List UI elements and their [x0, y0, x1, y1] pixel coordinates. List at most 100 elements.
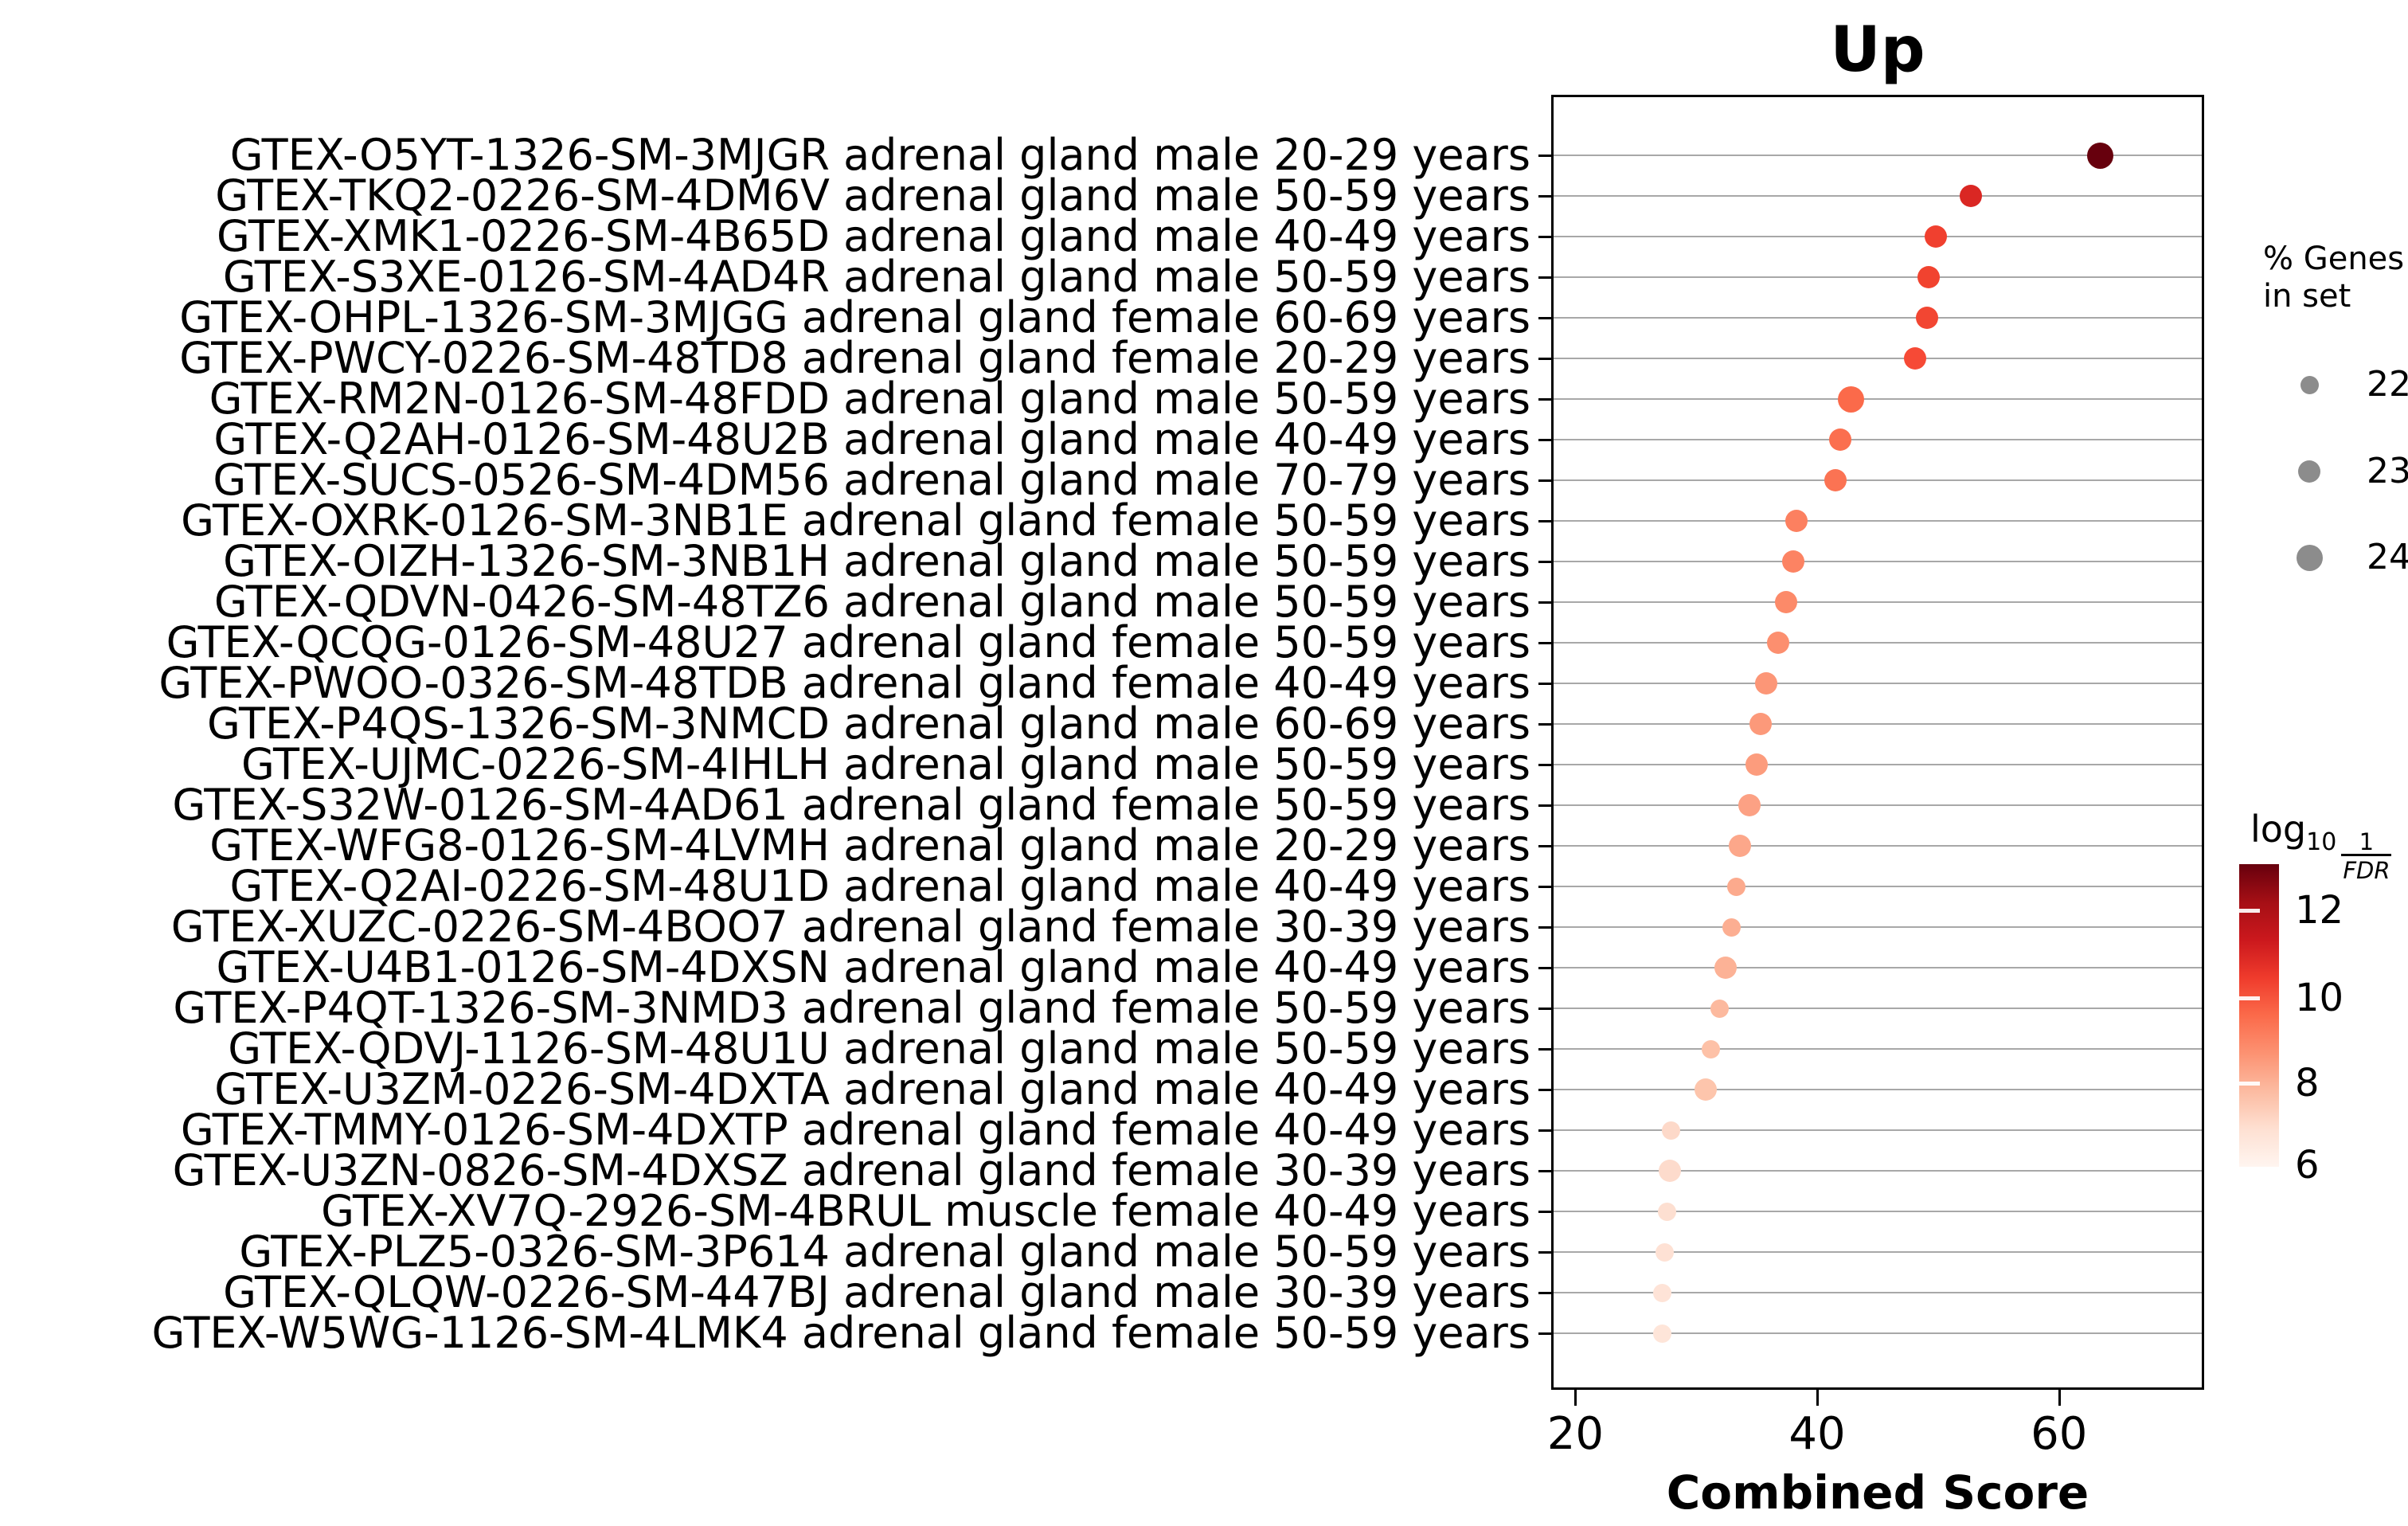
data-point-dot	[1738, 794, 1761, 816]
data-point-dot	[1824, 469, 1847, 491]
y-tick-label: GTEX-U3ZM-0226-SM-4DXTA adrenal gland ma…	[214, 1064, 1530, 1114]
x-tick-label: 20	[1546, 1408, 1604, 1460]
data-point-dot	[1838, 385, 1865, 413]
y-tick-mark	[1538, 1048, 1551, 1051]
gridline	[1554, 764, 2202, 765]
colorbar-tick-dash	[2239, 1082, 2260, 1086]
y-tick-label: GTEX-QCQG-0126-SM-48U27 adrenal gland fe…	[166, 617, 1530, 667]
y-tick-mark	[1538, 723, 1551, 726]
data-point-dot	[1710, 999, 1729, 1018]
x-tick-label: 60	[2031, 1408, 2088, 1460]
data-point-dot	[1904, 347, 1927, 370]
data-point-dot	[1767, 632, 1790, 654]
gridline	[1554, 723, 2202, 725]
y-tick-mark	[1538, 155, 1551, 157]
y-tick-mark	[1538, 276, 1551, 279]
colorbar-label-numerator: 1	[2359, 828, 2375, 855]
size-legend-value: 23	[2367, 451, 2408, 491]
y-tick-label: GTEX-O5YT-1326-SM-3MJGR adrenal gland ma…	[229, 130, 1530, 180]
data-point-dot	[1653, 1324, 1672, 1343]
y-axis-labels: GTEX-O5YT-1326-SM-3MJGR adrenal gland ma…	[0, 95, 1530, 1390]
x-tick-mark	[1574, 1390, 1577, 1406]
y-tick-label: GTEX-U4B1-0126-SM-4DXSN adrenal gland ma…	[216, 942, 1530, 992]
y-tick-label: GTEX-P4QS-1326-SM-3NMCD adrenal gland ma…	[207, 698, 1530, 749]
gridline	[1554, 926, 2202, 928]
y-tick-mark	[1538, 236, 1551, 238]
y-tick-label: GTEX-RM2N-0126-SM-48FDD adrenal gland ma…	[209, 374, 1530, 424]
gridline	[1554, 804, 2202, 806]
y-tick-mark	[1538, 926, 1551, 929]
y-tick-mark	[1538, 1211, 1551, 1213]
colorbar-tick-label: 12	[2295, 888, 2344, 933]
y-tick-label: GTEX-PWOO-0326-SM-48TDB adrenal gland fe…	[158, 658, 1530, 708]
y-tick-label: GTEX-UJMC-0226-SM-4IHLH adrenal gland ma…	[241, 739, 1530, 789]
gridline	[1554, 601, 2202, 603]
y-tick-mark	[1538, 1129, 1551, 1132]
data-point-dot	[1722, 918, 1741, 937]
y-tick-mark	[1538, 195, 1551, 198]
plot-box	[1551, 95, 2204, 1390]
y-tick-mark	[1538, 764, 1551, 766]
y-tick-label: GTEX-SUCS-0526-SM-4DM56 adrenal gland ma…	[213, 455, 1530, 505]
gridline	[1554, 561, 2202, 562]
data-point-dot	[1661, 1121, 1680, 1140]
gridline	[1554, 479, 2202, 481]
y-tick-label: GTEX-OIZH-1326-SM-3NB1H adrenal gland ma…	[223, 536, 1530, 586]
data-point-dot	[1701, 1039, 1720, 1058]
y-tick-mark	[1538, 1292, 1551, 1294]
y-tick-label: GTEX-PWCY-0226-SM-48TD8 adrenal gland fe…	[179, 333, 1530, 383]
colorbar-gradient	[2239, 864, 2279, 1167]
gridline	[1554, 642, 2202, 644]
y-tick-mark	[1538, 520, 1551, 522]
data-point-dot	[1658, 1160, 1681, 1182]
colorbar-tick-label: 10	[2295, 976, 2344, 1020]
y-tick-mark	[1538, 845, 1551, 847]
y-tick-label: GTEX-TMMY-0126-SM-4DXTP adrenal gland fe…	[180, 1105, 1530, 1155]
size-legend-dot	[2298, 460, 2320, 483]
y-tick-label: GTEX-S3XE-0126-SM-4AD4R adrenal gland ma…	[222, 252, 1530, 302]
y-tick-label: GTEX-QDVN-0426-SM-48TZ6 adrenal gland ma…	[213, 577, 1530, 627]
y-tick-label: GTEX-XV7Q-2926-SM-4BRUL muscle female 40…	[321, 1186, 1530, 1236]
x-tick-mark	[2058, 1390, 2061, 1406]
gridline	[1554, 155, 2202, 156]
colorbar-label-log: log	[2250, 808, 2307, 851]
data-point-dot	[1917, 266, 1940, 288]
data-point-dot	[1959, 185, 1982, 207]
y-tick-mark	[1538, 967, 1551, 969]
colorbar-label-denominator: FDR	[2341, 854, 2392, 885]
y-tick-label: GTEX-OHPL-1326-SM-3MJGG adrenal gland fe…	[179, 292, 1530, 342]
data-point-dot	[1653, 1283, 1672, 1302]
gridline	[1554, 1048, 2202, 1050]
x-tick-label: 40	[1788, 1408, 1846, 1460]
gridline	[1554, 1008, 2202, 1009]
gridline	[1554, 317, 2202, 319]
size-legend-value: 24	[2367, 537, 2408, 577]
data-point-dot	[1916, 307, 1939, 329]
colorbar-tick-label: 6	[2295, 1143, 2320, 1188]
y-tick-mark	[1538, 1089, 1551, 1091]
gridline	[1554, 1170, 2202, 1172]
data-point-dot	[2086, 142, 2113, 169]
data-point-dot	[1658, 1202, 1677, 1221]
gridline	[1554, 967, 2202, 968]
gridline	[1554, 1251, 2202, 1253]
y-tick-label: GTEX-Q2AI-0226-SM-48U1D adrenal gland ma…	[229, 861, 1531, 911]
y-tick-label: GTEX-QLQW-0226-SM-447BJ adrenal gland ma…	[223, 1267, 1530, 1317]
y-tick-label: GTEX-S32W-0126-SM-4AD61 adrenal gland fe…	[172, 780, 1530, 830]
y-tick-mark	[1538, 439, 1551, 441]
x-tick-mark	[1816, 1390, 1820, 1406]
y-tick-mark	[1538, 1170, 1551, 1172]
gridline	[1554, 1089, 2202, 1090]
gridline	[1554, 683, 2202, 684]
colorbar-tick-dash	[2239, 909, 2260, 913]
data-point-dot	[1728, 835, 1751, 857]
y-tick-label: GTEX-XMK1-0226-SM-4B65D adrenal gland ma…	[217, 211, 1530, 261]
y-tick-label: GTEX-QDVJ-1126-SM-48U1U adrenal gland ma…	[228, 1023, 1530, 1074]
size-legend-dot	[2296, 544, 2323, 571]
y-tick-mark	[1538, 886, 1551, 888]
x-axis-label: Combined Score	[1666, 1465, 2089, 1520]
colorbar-label-fraction: 1 FDR	[2341, 828, 2392, 885]
size-legend-title-line2: in set	[2263, 278, 2351, 315]
gridline	[1554, 1292, 2202, 1293]
